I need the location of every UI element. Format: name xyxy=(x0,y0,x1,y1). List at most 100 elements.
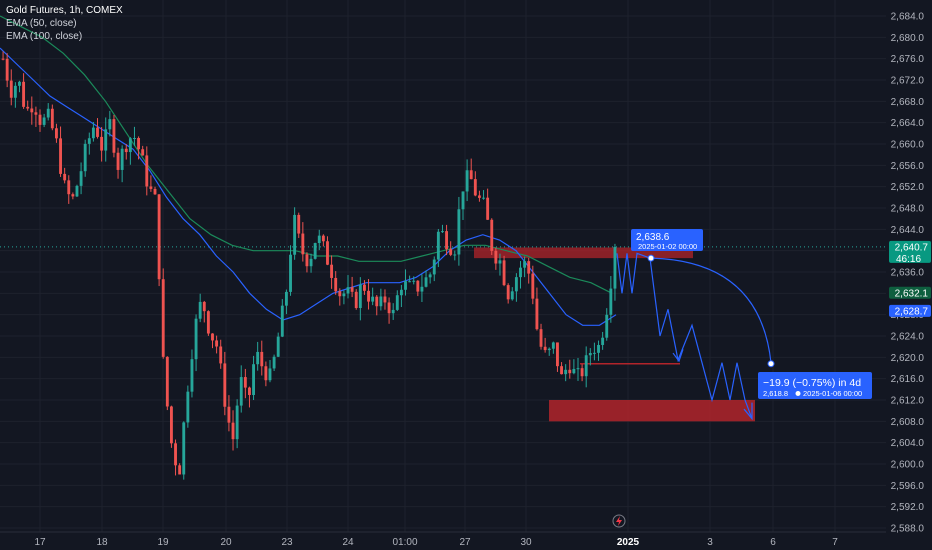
candle-body xyxy=(1,58,5,60)
candle-body xyxy=(305,254,309,267)
arrow-head xyxy=(672,349,684,363)
candlesticks xyxy=(1,51,617,480)
candle-body xyxy=(5,58,9,81)
candle-body xyxy=(482,197,485,199)
candle-body xyxy=(412,280,416,282)
candle-body xyxy=(256,351,260,365)
candle-body xyxy=(416,280,420,292)
candle-body xyxy=(375,296,379,307)
candle-body xyxy=(436,231,440,260)
price-zones xyxy=(0,246,886,422)
candle-body xyxy=(206,311,210,334)
measure-date: 2025-01-06 00:00 xyxy=(803,389,862,398)
time-tick-label: 23 xyxy=(281,537,293,548)
last-price-tag-bg xyxy=(889,240,931,263)
candle-body xyxy=(445,231,449,250)
candle-body xyxy=(519,267,522,278)
candle-body xyxy=(293,214,297,255)
candle-body xyxy=(194,318,198,360)
price-tick-label: 2,588.0 xyxy=(891,524,925,535)
candle-body xyxy=(568,369,572,374)
candle-body xyxy=(83,143,87,172)
candle-body xyxy=(297,214,301,234)
candle-body xyxy=(30,108,34,113)
price-tick-label: 2,620.0 xyxy=(891,353,925,364)
time-tick-label: 30 xyxy=(520,537,532,548)
price-tick-label: 2,644.0 xyxy=(891,225,925,236)
time-tick-label: 27 xyxy=(459,537,471,548)
candle-body xyxy=(38,114,42,125)
candle-body xyxy=(178,465,182,475)
last-price-tag: 2,640.7 xyxy=(895,242,929,253)
candle-body xyxy=(420,286,424,292)
candle-body xyxy=(428,274,432,278)
candle-body xyxy=(514,277,518,292)
support-zone xyxy=(549,400,755,422)
candle-body xyxy=(424,277,428,287)
candle-body xyxy=(55,128,58,139)
candle-body xyxy=(338,291,342,297)
time-axis[interactable]: 17 18 19 20 23 24 01:00 27 30 2025 3 6 7 xyxy=(0,514,886,548)
lightning-bolt xyxy=(616,516,622,526)
ema-lines xyxy=(0,15,617,326)
price-tick-label: 2,636.0 xyxy=(891,268,925,279)
candle-body xyxy=(289,254,292,292)
measure-start-point xyxy=(647,254,655,262)
candle-body xyxy=(449,249,453,255)
price-tick-label: 2,596.0 xyxy=(891,481,925,492)
candle-body xyxy=(18,81,21,86)
candle-body xyxy=(564,369,568,375)
candle-body xyxy=(387,302,391,314)
candle-body xyxy=(560,366,563,375)
candle-body xyxy=(592,352,596,354)
candle-body xyxy=(531,273,535,299)
candle-body xyxy=(100,136,104,151)
candle-body xyxy=(71,194,75,197)
time-tick-label: 18 xyxy=(96,537,108,548)
price-tick-label: 2,592.0 xyxy=(891,502,925,513)
candle-body xyxy=(174,443,177,466)
candle-body xyxy=(572,369,576,374)
price-tick-label: 2,656.0 xyxy=(891,161,925,172)
candle-body xyxy=(584,355,588,377)
candle-body xyxy=(354,291,358,309)
candle-body xyxy=(219,346,223,364)
candle-body xyxy=(63,173,67,181)
candle-body xyxy=(461,191,465,210)
projection-drawing[interactable] xyxy=(616,252,775,421)
candle-body xyxy=(34,112,38,115)
candle-body xyxy=(441,231,444,233)
ema100-label[interactable]: EMA (100, close) xyxy=(6,31,83,42)
symbol-title[interactable]: Gold Futures, 1h, COMEX xyxy=(6,5,123,16)
candle-body xyxy=(527,261,531,274)
price-tick-label: 2,680.0 xyxy=(891,33,925,44)
price-tick-label: 2,612.0 xyxy=(891,396,925,407)
candle-body xyxy=(313,243,317,259)
candle-body xyxy=(506,285,510,300)
candle-body xyxy=(301,233,305,255)
ema50-label[interactable]: EMA (50, close) xyxy=(6,18,77,29)
high-callout-price: 2,638.6 xyxy=(636,232,670,243)
candle-body xyxy=(588,352,592,356)
candle-body xyxy=(133,138,136,140)
candle-body xyxy=(379,296,383,307)
candle-body xyxy=(87,138,91,144)
candle-body xyxy=(510,291,514,300)
candle-body xyxy=(108,119,112,130)
candle-body xyxy=(157,194,161,280)
candle-body xyxy=(264,366,268,381)
time-tick-label: 19 xyxy=(157,537,169,548)
candle-body xyxy=(79,171,83,186)
price-axis[interactable]: 2,684.0 2,680.0 2,676.0 2,672.0 2,668.0 2,664… xyxy=(886,0,932,550)
candle-body xyxy=(280,305,284,337)
chart-legend: Gold Futures, 1h, COMEX EMA (50, close) … xyxy=(6,4,123,43)
candle-body xyxy=(186,391,190,423)
candle-body xyxy=(326,241,329,265)
measure-callout-box xyxy=(758,372,872,399)
candle-body xyxy=(543,346,547,351)
candle-body xyxy=(395,295,399,310)
candle-body xyxy=(367,290,370,302)
price-tick-label: 2,624.0 xyxy=(891,332,925,343)
